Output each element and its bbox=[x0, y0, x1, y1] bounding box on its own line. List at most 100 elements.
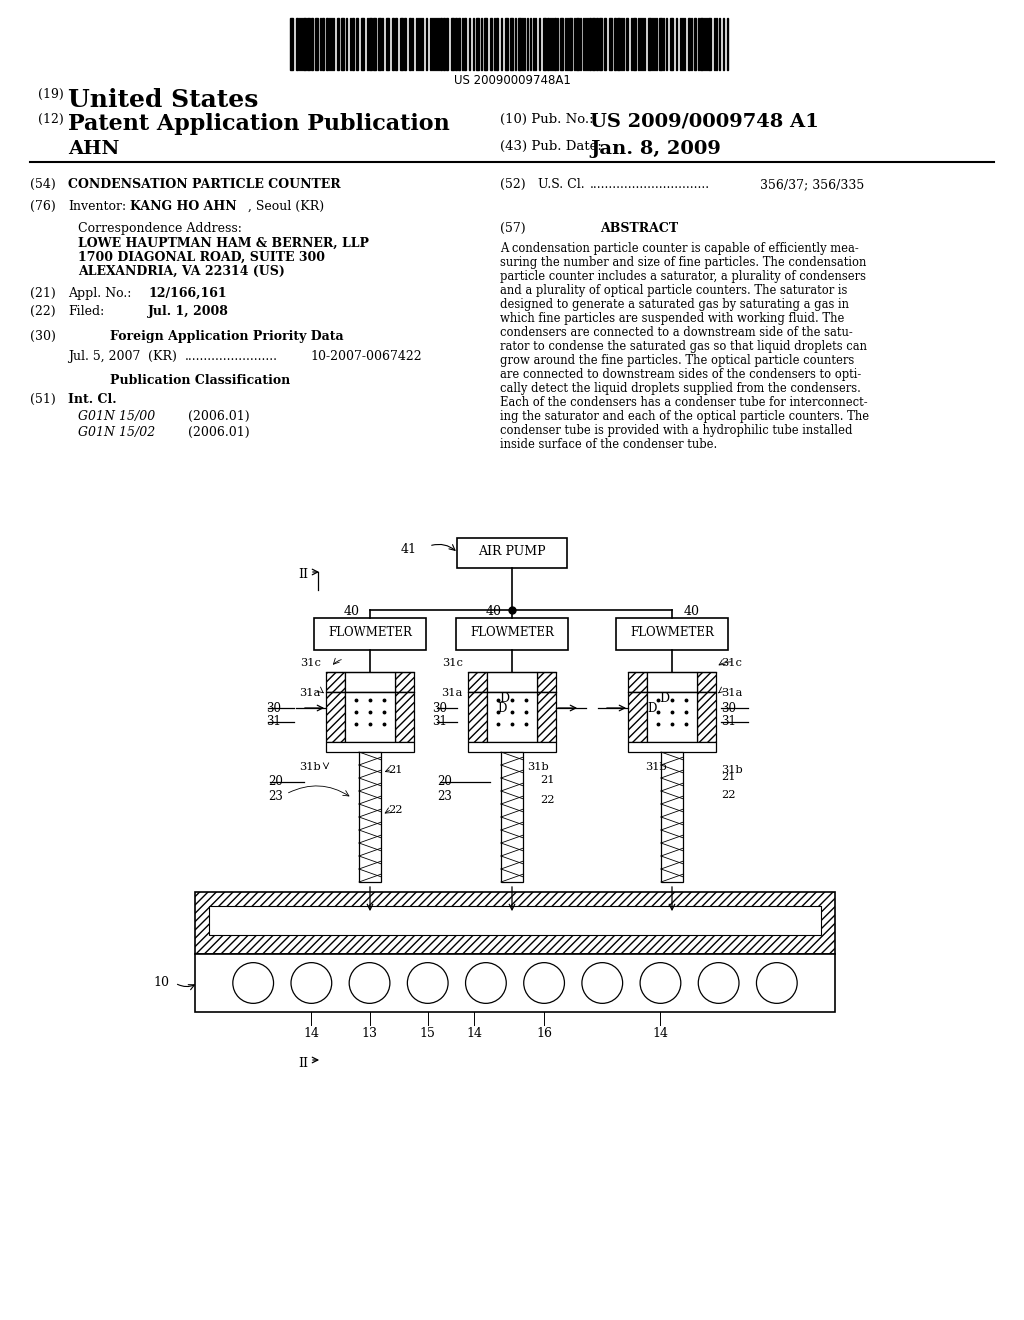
Bar bbox=[487, 672, 537, 692]
Bar bbox=[648, 18, 651, 70]
Text: 30: 30 bbox=[721, 702, 736, 715]
Bar bbox=[468, 672, 487, 692]
Text: ALEXANDRIA, VA 22314 (US): ALEXANDRIA, VA 22314 (US) bbox=[78, 265, 285, 279]
Bar bbox=[599, 18, 602, 70]
Text: A condensation particle counter is capable of efficiently mea-: A condensation particle counter is capab… bbox=[500, 242, 859, 255]
Bar bbox=[596, 18, 598, 70]
Text: 31b: 31b bbox=[645, 762, 667, 772]
Text: AHN: AHN bbox=[68, 140, 120, 158]
Text: Appl. No.:: Appl. No.: bbox=[68, 286, 131, 300]
Bar bbox=[628, 742, 716, 752]
Text: (57): (57) bbox=[500, 222, 525, 235]
Text: 40: 40 bbox=[344, 605, 360, 618]
Text: 31c: 31c bbox=[721, 657, 741, 668]
Bar bbox=[697, 692, 716, 742]
Text: and a plurality of optical particle counters. The saturator is: and a plurality of optical particle coun… bbox=[500, 284, 848, 297]
Bar bbox=[537, 692, 556, 742]
Text: 16: 16 bbox=[537, 1027, 552, 1040]
Bar bbox=[404, 18, 406, 70]
Bar bbox=[341, 18, 344, 70]
Bar bbox=[560, 18, 563, 70]
Text: Int. Cl.: Int. Cl. bbox=[68, 393, 117, 407]
Text: (76): (76) bbox=[30, 201, 55, 213]
Text: 23: 23 bbox=[268, 789, 283, 803]
Bar bbox=[628, 672, 647, 692]
Bar bbox=[592, 18, 595, 70]
Bar bbox=[337, 18, 339, 70]
Text: designed to generate a saturated gas by saturating a gas in: designed to generate a saturated gas by … bbox=[500, 298, 849, 312]
Text: (51): (51) bbox=[30, 393, 55, 407]
Text: suring the number and size of fine particles. The condensation: suring the number and size of fine parti… bbox=[500, 256, 866, 269]
Text: (10) Pub. No.:: (10) Pub. No.: bbox=[500, 114, 594, 125]
Text: D: D bbox=[658, 692, 669, 705]
Bar bbox=[356, 18, 358, 70]
Text: D: D bbox=[647, 702, 657, 715]
Text: 22: 22 bbox=[540, 795, 555, 805]
Text: II: II bbox=[298, 1057, 308, 1071]
Text: (2006.01): (2006.01) bbox=[188, 426, 250, 440]
Text: grow around the fine particles. The optical particle counters: grow around the fine particles. The opti… bbox=[500, 354, 854, 367]
Bar bbox=[361, 18, 364, 70]
Bar bbox=[569, 18, 572, 70]
Text: 14: 14 bbox=[652, 1027, 669, 1040]
Text: D: D bbox=[499, 692, 509, 705]
Text: 40: 40 bbox=[486, 605, 502, 618]
Text: Publication Classification: Publication Classification bbox=[110, 374, 290, 387]
Bar bbox=[484, 18, 487, 70]
Text: 31c: 31c bbox=[442, 657, 463, 668]
Text: inside surface of the condenser tube.: inside surface of the condenser tube. bbox=[500, 438, 717, 451]
Bar bbox=[392, 18, 394, 70]
Text: G01N 15/00: G01N 15/00 bbox=[78, 411, 156, 422]
Text: (54): (54) bbox=[30, 178, 55, 191]
Text: 31b: 31b bbox=[527, 762, 549, 772]
Bar bbox=[647, 692, 697, 742]
Text: 31b: 31b bbox=[299, 762, 321, 772]
Bar bbox=[633, 18, 636, 70]
Bar bbox=[700, 18, 703, 70]
Text: US 20090009748A1: US 20090009748A1 bbox=[454, 74, 570, 87]
Bar bbox=[694, 18, 696, 70]
Bar bbox=[440, 18, 442, 70]
Text: Correspondence Address:: Correspondence Address: bbox=[78, 222, 242, 235]
Text: 22: 22 bbox=[721, 789, 735, 800]
Bar bbox=[626, 18, 628, 70]
Text: US 2009/0009748 A1: US 2009/0009748 A1 bbox=[590, 114, 819, 131]
Text: Inventor:: Inventor: bbox=[68, 201, 126, 213]
Bar bbox=[670, 18, 673, 70]
Bar bbox=[616, 618, 728, 649]
Bar bbox=[575, 18, 579, 70]
Text: cally detect the liquid droplets supplied from the condensers.: cally detect the liquid droplets supplie… bbox=[500, 381, 861, 395]
Bar bbox=[352, 18, 354, 70]
Bar bbox=[195, 892, 835, 954]
Bar bbox=[345, 692, 395, 742]
Bar bbox=[315, 18, 318, 70]
Text: 41: 41 bbox=[401, 543, 417, 556]
Bar bbox=[468, 692, 487, 742]
Text: (12): (12) bbox=[38, 114, 63, 125]
Text: particle counter includes a saturator, a plurality of condensers: particle counter includes a saturator, a… bbox=[500, 271, 866, 282]
Text: U.S. Cl.: U.S. Cl. bbox=[538, 178, 585, 191]
Bar bbox=[326, 18, 328, 70]
Bar bbox=[409, 18, 411, 70]
Text: Jul. 1, 2008: Jul. 1, 2008 bbox=[148, 305, 229, 318]
Text: 30: 30 bbox=[432, 702, 447, 715]
Text: ing the saturator and each of the optical particle counters. The: ing the saturator and each of the optica… bbox=[500, 411, 869, 422]
Bar bbox=[464, 18, 466, 70]
Bar bbox=[476, 18, 479, 70]
Text: , Seoul (KR): , Seoul (KR) bbox=[248, 201, 325, 213]
Text: 30: 30 bbox=[266, 702, 281, 715]
Text: 20: 20 bbox=[268, 775, 283, 788]
Text: 10: 10 bbox=[153, 977, 169, 990]
Text: Patent Application Publication: Patent Application Publication bbox=[68, 114, 450, 135]
Text: Jan. 8, 2009: Jan. 8, 2009 bbox=[590, 140, 721, 158]
Text: Filed:: Filed: bbox=[68, 305, 104, 318]
Text: 20: 20 bbox=[437, 775, 452, 788]
Text: (KR): (KR) bbox=[148, 350, 177, 363]
Text: (52): (52) bbox=[500, 178, 525, 191]
Bar bbox=[458, 18, 460, 70]
Text: FLOWMETER: FLOWMETER bbox=[470, 626, 554, 639]
Bar bbox=[510, 18, 513, 70]
Bar bbox=[662, 752, 683, 882]
Text: 12/166,161: 12/166,161 bbox=[148, 286, 226, 300]
Text: 31a: 31a bbox=[300, 688, 321, 698]
